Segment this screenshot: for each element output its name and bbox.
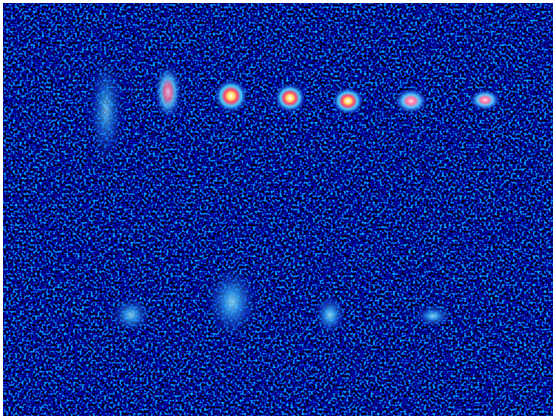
noise: [3, 3, 553, 416]
spot: [214, 79, 248, 113]
page: Fluorescence image {} html, body { margi…: [0, 0, 556, 419]
body: [0, 0, 556, 419]
spot: [154, 64, 182, 120]
spot: [206, 266, 258, 338]
spot: [332, 87, 364, 115]
spot: [415, 305, 451, 327]
image: [0, 0, 556, 419]
spot: [394, 88, 428, 114]
spot: [469, 89, 501, 111]
spot: [274, 83, 306, 113]
spot: [111, 297, 151, 333]
streak: [88, 55, 124, 165]
spot: [314, 295, 346, 335]
